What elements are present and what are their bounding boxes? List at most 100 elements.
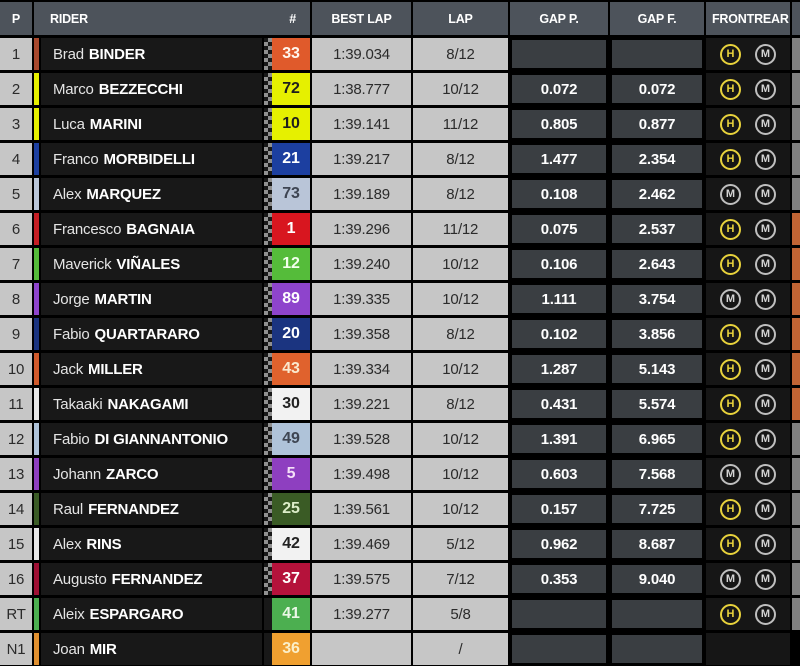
rider-number-cell: 73 [264, 178, 310, 210]
rider-first-name: Fabio [53, 325, 90, 343]
next-column-sliver [792, 178, 800, 210]
gap-first-cell: 0.877 [610, 108, 704, 140]
table-row: 1 Brad BINDER 33 1:39.034 8/12 H M [0, 38, 800, 70]
header-gap-first: GAP F. [610, 2, 704, 35]
front-tire-icon: H [720, 358, 741, 380]
gap-first-value: 2.462 [612, 180, 702, 208]
gap-prev-cell: 0.075 [510, 213, 608, 245]
gap-prev-value [512, 40, 606, 68]
rider-name-cell: Fabio DI GIANNANTONIO [41, 423, 262, 455]
gap-prev-value: 0.157 [512, 495, 606, 523]
gap-prev-cell: 0.157 [510, 493, 608, 525]
gap-prev-value: 0.108 [512, 180, 606, 208]
rider-number-plate: 25 [272, 493, 310, 525]
rear-tire-icon: M [755, 428, 776, 450]
table-body: 1 Brad BINDER 33 1:39.034 8/12 H M [0, 38, 800, 665]
tire-cell: H M [706, 318, 790, 350]
rider-name-cell: Francesco BAGNAIA [41, 213, 262, 245]
lap-count-value: 7/12 [413, 563, 508, 595]
position-label: 15 [0, 528, 32, 560]
lap-count-value: 10/12 [413, 248, 508, 280]
position-label: 2 [0, 73, 32, 105]
table-row: 9 Fabio QUARTARARO 20 1:39.358 8/12 0.10… [0, 318, 800, 350]
tire-cell: H M [706, 108, 790, 140]
best-lap-value: 1:39.296 [312, 213, 411, 245]
rider-first-name: Brad [53, 45, 84, 63]
tire-cell: H M [706, 423, 790, 455]
rider-number-plate: 12 [272, 248, 310, 280]
rider-last-name: MARINI [89, 115, 142, 133]
lap-count-value: 10/12 [413, 423, 508, 455]
rear-tire-icon: M [755, 148, 776, 170]
gap-first-cell [610, 598, 704, 630]
front-tire-icon: H [720, 428, 741, 450]
gap-first-cell: 0.072 [610, 73, 704, 105]
film-strip-dots [264, 493, 272, 525]
lap-count-value: 8/12 [413, 38, 508, 70]
position-label: 14 [0, 493, 32, 525]
gap-first-cell: 6.965 [610, 423, 704, 455]
rider-last-name: DI GIANNANTONIO [94, 430, 229, 448]
rider-name-cell: Luca MARINI [41, 108, 262, 140]
rider-number-plate: 10 [272, 108, 310, 140]
tire-cell [706, 633, 790, 665]
front-tire-icon: H [720, 323, 741, 345]
tire-cell: M M [706, 283, 790, 315]
rider-name-cell: Jorge MARTIN [41, 283, 262, 315]
best-lap-value: 1:39.469 [312, 528, 411, 560]
gap-prev-value: 0.075 [512, 215, 606, 243]
next-column-sliver [792, 353, 800, 385]
rider-last-name: MORBIDELLI [103, 150, 196, 168]
gap-prev-cell: 0.106 [510, 248, 608, 280]
header-tires: FRONT REAR [706, 2, 790, 35]
position-label: 13 [0, 458, 32, 490]
position-label: 6 [0, 213, 32, 245]
rider-first-name: Maverick [53, 255, 112, 273]
gap-first-value: 7.725 [612, 495, 702, 523]
team-color-stripe [34, 598, 39, 630]
rider-last-name: MARTIN [94, 290, 152, 308]
rider-last-name: RINS [86, 535, 122, 553]
rider-first-name: Aleix [53, 605, 85, 623]
next-column-sliver [792, 388, 800, 420]
next-column-sliver [792, 248, 800, 280]
team-color-stripe [34, 388, 39, 420]
gap-prev-value: 0.106 [512, 250, 606, 278]
rider-number-cell: 33 [264, 38, 310, 70]
rider-number-plate: 73 [272, 178, 310, 210]
gap-first-cell: 3.754 [610, 283, 704, 315]
rider-last-name: ZARCO [106, 465, 159, 483]
lap-count-value: 8/12 [413, 178, 508, 210]
gap-prev-value: 1.111 [512, 285, 606, 313]
rider-name-cell: Takaaki NAKAGAMI [41, 388, 262, 420]
rider-number-plate: 30 [272, 388, 310, 420]
rear-tire-icon: M [755, 533, 776, 555]
next-column-sliver [792, 458, 800, 490]
next-column-sliver [792, 38, 800, 70]
rider-name-cell: Aleix ESPARGARO [41, 598, 262, 630]
tire-cell: H M [706, 213, 790, 245]
gap-first-value: 5.574 [612, 390, 702, 418]
rider-number-cell: 10 [264, 108, 310, 140]
header-rider-and-number: RIDER # [34, 2, 310, 35]
rear-tire-icon: M [755, 498, 776, 520]
film-strip-dots [264, 38, 272, 70]
rider-name-cell: Augusto FERNANDEZ [41, 563, 262, 595]
rear-tire-icon: M [755, 43, 776, 65]
tire-cell: H M [706, 493, 790, 525]
rider-number-plate: 21 [272, 143, 310, 175]
team-color-stripe [34, 213, 39, 245]
film-strip-dots [264, 528, 272, 560]
table-row: 11 Takaaki NAKAGAMI 30 1:39.221 8/12 0.4… [0, 388, 800, 420]
table-row: 6 Francesco BAGNAIA 1 1:39.296 11/12 0.0… [0, 213, 800, 245]
gap-prev-cell: 0.962 [510, 528, 608, 560]
rider-first-name: Franco [53, 150, 99, 168]
position-label: 1 [0, 38, 32, 70]
rider-first-name: Marco [53, 80, 94, 98]
gap-first-value: 6.965 [612, 425, 702, 453]
rider-first-name: Augusto [53, 570, 107, 588]
rider-number-cell: 36 [264, 633, 310, 665]
gap-prev-cell: 0.102 [510, 318, 608, 350]
header-lap: LAP [413, 2, 508, 35]
gap-first-value: 7.568 [612, 460, 702, 488]
